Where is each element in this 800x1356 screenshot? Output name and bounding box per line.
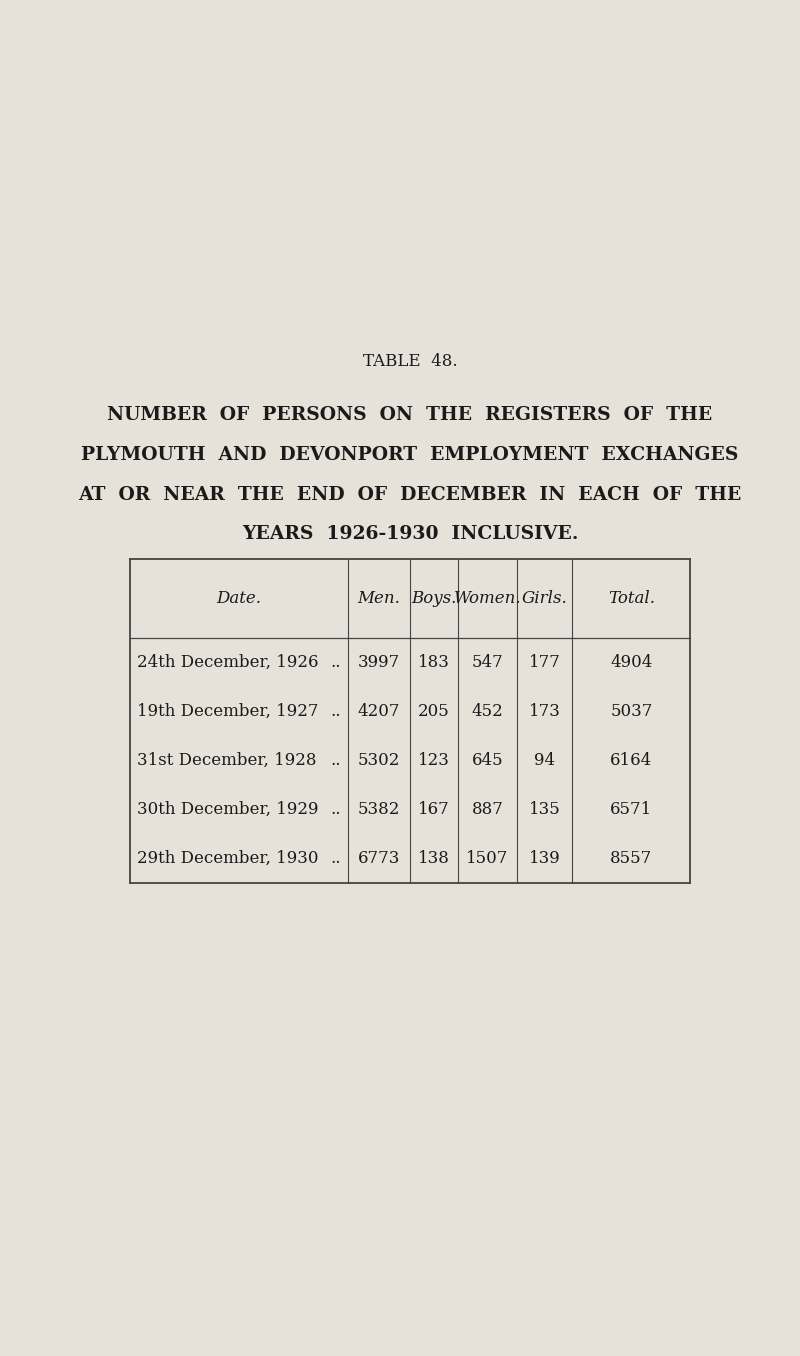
- Text: YEARS  1926-1930  INCLUSIVE.: YEARS 1926-1930 INCLUSIVE.: [242, 525, 578, 544]
- Text: 4207: 4207: [358, 702, 400, 720]
- Text: Girls.: Girls.: [522, 590, 567, 607]
- Text: 31st December, 1928: 31st December, 1928: [138, 753, 317, 769]
- Text: 887: 887: [471, 801, 503, 818]
- Text: ..: ..: [330, 654, 341, 671]
- Text: ..: ..: [330, 753, 341, 769]
- Text: Boys.: Boys.: [411, 590, 457, 607]
- Text: 19th December, 1927: 19th December, 1927: [138, 702, 318, 720]
- Text: ..: ..: [330, 801, 341, 818]
- Text: 138: 138: [418, 850, 450, 866]
- Text: 135: 135: [529, 801, 561, 818]
- Text: 547: 547: [472, 654, 503, 671]
- Text: 123: 123: [418, 753, 450, 769]
- Text: Women.: Women.: [454, 590, 522, 607]
- Text: Total.: Total.: [608, 590, 655, 607]
- Text: PLYMOUTH  AND  DEVONPORT  EMPLOYMENT  EXCHANGES: PLYMOUTH AND DEVONPORT EMPLOYMENT EXCHAN…: [82, 446, 738, 464]
- Text: Date.: Date.: [216, 590, 262, 607]
- Text: 183: 183: [418, 654, 450, 671]
- Text: 1507: 1507: [466, 850, 509, 866]
- Text: Men.: Men.: [358, 590, 401, 607]
- Text: NUMBER  OF  PERSONS  ON  THE  REGISTERS  OF  THE: NUMBER OF PERSONS ON THE REGISTERS OF TH…: [107, 407, 713, 424]
- Text: 177: 177: [529, 654, 561, 671]
- Text: ..: ..: [330, 850, 341, 866]
- Text: 173: 173: [529, 702, 561, 720]
- Text: 24th December, 1926: 24th December, 1926: [138, 654, 318, 671]
- Text: ..: ..: [330, 702, 341, 720]
- Text: AT  OR  NEAR  THE  END  OF  DECEMBER  IN  EACH  OF  THE: AT OR NEAR THE END OF DECEMBER IN EACH O…: [78, 485, 742, 503]
- Text: 5302: 5302: [358, 753, 400, 769]
- Text: 6164: 6164: [610, 753, 653, 769]
- Text: 30th December, 1929: 30th December, 1929: [138, 801, 318, 818]
- Text: 645: 645: [472, 753, 503, 769]
- Text: 8557: 8557: [610, 850, 653, 866]
- Text: 94: 94: [534, 753, 555, 769]
- Text: 6571: 6571: [610, 801, 653, 818]
- Text: 3997: 3997: [358, 654, 400, 671]
- Text: 6773: 6773: [358, 850, 400, 866]
- Text: 139: 139: [529, 850, 561, 866]
- Text: 29th December, 1930: 29th December, 1930: [138, 850, 318, 866]
- Text: 167: 167: [418, 801, 450, 818]
- Text: 4904: 4904: [610, 654, 653, 671]
- Text: 452: 452: [472, 702, 503, 720]
- Text: 5382: 5382: [358, 801, 400, 818]
- Text: 5037: 5037: [610, 702, 653, 720]
- Text: 205: 205: [418, 702, 450, 720]
- Text: TABLE  48.: TABLE 48.: [362, 353, 458, 370]
